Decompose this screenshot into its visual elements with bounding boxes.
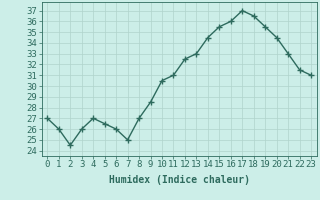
X-axis label: Humidex (Indice chaleur): Humidex (Indice chaleur) [109, 175, 250, 185]
